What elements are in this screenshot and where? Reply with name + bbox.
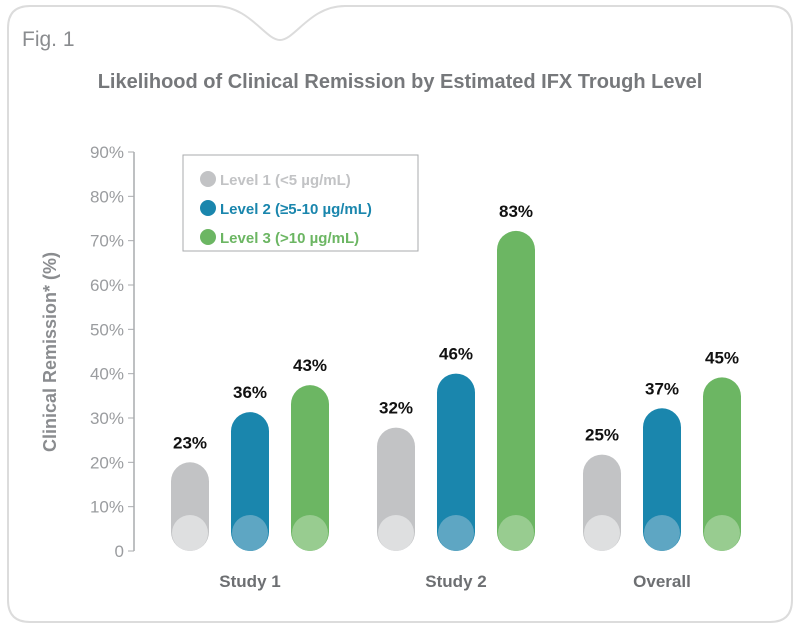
y-tick-label: 0 <box>115 542 124 561</box>
legend-entry: Level 2 (≥5-10 µg/mL) <box>220 201 372 218</box>
bar <box>437 373 475 551</box>
y-tick-label: 20% <box>90 453 124 472</box>
figure-label: Fig. 1 <box>22 28 75 51</box>
data-label: 43% <box>293 356 327 375</box>
bar-base-circle <box>232 515 268 551</box>
bar <box>291 385 329 551</box>
data-label: 25% <box>585 426 619 445</box>
legend-entry: Level 1 (<5 µg/mL) <box>220 172 351 189</box>
y-tick-label: 90% <box>90 143 124 162</box>
bar-base-circle <box>438 515 474 551</box>
data-label: 83% <box>499 202 533 221</box>
data-label: 32% <box>379 399 413 418</box>
chart-title: Likelihood of Clinical Remission by Esti… <box>98 71 703 93</box>
bar-base-circle <box>584 515 620 551</box>
y-tick-label: 60% <box>90 276 124 295</box>
legend: Level 1 (<5 µg/mL) Level 2 (≥5-10 µg/mL) L… <box>182 154 419 252</box>
y-axis-label: Clinical Remission* (%) <box>40 252 60 452</box>
y-tick-label: 40% <box>90 365 124 384</box>
bar-base-circle <box>172 515 208 551</box>
legend-swatch-icon <box>200 229 216 245</box>
bar <box>643 408 681 551</box>
bar <box>497 230 535 551</box>
legend-entry: Level 3 (>10 µg/mL) <box>220 230 359 247</box>
card-frame <box>7 5 793 623</box>
x-category-label: Study 2 <box>425 572 486 591</box>
bar-base-circle <box>292 515 328 551</box>
data-label: 46% <box>439 345 473 364</box>
bar-base-circle <box>704 515 740 551</box>
data-label: 45% <box>705 348 739 367</box>
y-tick-label: 10% <box>90 498 124 517</box>
x-category-label: Study 1 <box>219 572 280 591</box>
data-label: 23% <box>173 433 207 452</box>
x-category-label: Overall <box>633 572 691 591</box>
bar-base-circle <box>644 515 680 551</box>
y-tick-label: 70% <box>90 232 124 251</box>
y-tick-label: 30% <box>90 409 124 428</box>
bar-base-circle <box>378 515 414 551</box>
data-label: 37% <box>645 379 679 398</box>
data-label: 36% <box>233 383 267 402</box>
legend-swatch-icon <box>200 171 216 187</box>
y-tick-label: 50% <box>90 320 124 339</box>
bar-base-circle <box>498 515 534 551</box>
bar <box>231 412 269 551</box>
bar <box>703 377 741 551</box>
legend-swatch-icon <box>200 200 216 216</box>
y-tick-label: 80% <box>90 187 124 206</box>
